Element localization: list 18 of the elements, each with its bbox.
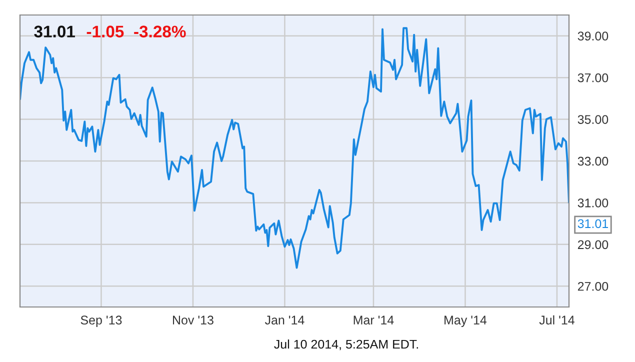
y-tick-label: 35.00 <box>578 115 608 124</box>
y-tick-label: 37.00 <box>578 73 608 82</box>
x-tick-label: Jan '14 <box>264 316 304 325</box>
x-tick-label: Mar '14 <box>354 316 394 325</box>
annotation: 31.01 <box>578 219 608 228</box>
line-series <box>20 27 569 269</box>
chart-title: 31.01 <box>34 26 75 38</box>
text: Jul 10 2014, 5:25AM EDT. <box>274 339 418 350</box>
y-tick-label: 33.00 <box>578 156 608 166</box>
y-tick-label: 29.00 <box>578 240 608 250</box>
y-tick-label: 39.00 <box>578 32 608 41</box>
x-tick-label: Nov '13 <box>173 316 214 325</box>
y-tick-label: 31.00 <box>578 198 608 208</box>
chart-subtitle: -1.05 -3.28% <box>86 26 186 38</box>
x-tick-label: May '14 <box>444 316 487 327</box>
x-tick-label: Sep '13 <box>80 316 122 327</box>
y-tick-label: 27.00 <box>578 282 608 291</box>
x-tick-label: Jul '14 <box>539 315 574 325</box>
